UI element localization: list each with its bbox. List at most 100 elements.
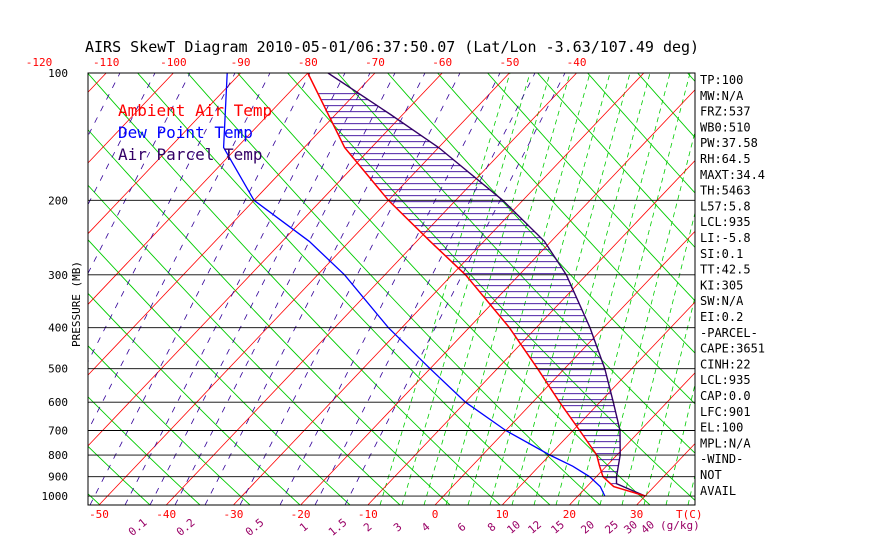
stat-item: FRZ:537 (700, 105, 751, 119)
stat-item: LCL:935 (700, 215, 751, 229)
pressure-tick-label: 800 (48, 449, 68, 462)
dry-adiabat (337, 73, 695, 454)
moist-adiabat (467, 73, 591, 505)
dry-adiabat (287, 73, 695, 501)
legend-entry: Dew Point Temp (118, 123, 253, 142)
moist-adiabat (533, 73, 651, 505)
stat-item: PW:37.58 (700, 136, 758, 150)
stat-item: -PARCEL- (700, 326, 758, 340)
dry-adiabat (88, 345, 251, 505)
dry-adiabat (437, 73, 695, 354)
isotherm (300, 89, 695, 505)
bottom-temp-label: -50 (89, 508, 109, 521)
moist-adiabat (401, 73, 531, 505)
stat-item: AVAIL (700, 484, 736, 498)
isotherm (838, 73, 870, 505)
dry-adiabat (820, 53, 870, 505)
mixing-ratio-line (0, 73, 75, 505)
stat-item: CAPE:3651 (700, 342, 765, 356)
isotherm (98, 73, 510, 505)
isotherm (434, 230, 695, 505)
top-temp-label: -100 (160, 56, 187, 69)
temp-unit-label: T(C) (676, 508, 703, 521)
bottom-temp-label: -40 (156, 508, 176, 521)
mixing-ratio-label: 0.2 (174, 516, 198, 539)
isotherm (88, 73, 309, 305)
stat-item: LCL:935 (700, 373, 751, 387)
mixing-ratio-label: 12 (525, 518, 544, 536)
dry-adiabat (187, 73, 601, 505)
mixing-ratio-label: 25 (602, 518, 621, 536)
stat-item: KI:305 (700, 278, 743, 292)
moist-adiabat (665, 382, 695, 505)
parcel-temp-line (327, 73, 646, 497)
isotherm (88, 73, 107, 93)
mixing-ratio-line (89, 73, 311, 505)
moist-adiabat (489, 73, 611, 505)
isotherm (771, 73, 870, 505)
dry-adiabat (637, 73, 695, 139)
y-axis-label: PRESSURE (MB) (70, 261, 83, 347)
stat-item: NOT (700, 468, 722, 482)
isotherm (0, 73, 39, 505)
dry-adiabat (387, 73, 695, 405)
dry-adiabat (88, 445, 151, 505)
top-temp-label: -80 (298, 56, 318, 69)
bottom-temp-label: 10 (496, 508, 509, 521)
moist-adiabat (599, 130, 695, 505)
stat-item: EI:0.2 (700, 310, 743, 324)
dry-adiabat (88, 239, 351, 505)
mixing-ratio-label: 8 (485, 520, 498, 534)
stat-item: SW:N/A (700, 294, 744, 308)
dry-adiabat (587, 73, 695, 194)
pressure-tick-label: 200 (48, 194, 68, 207)
stat-item: LI:-5.8 (700, 231, 751, 245)
plot-lines (0, 53, 870, 505)
mixing-ratio-line (124, 73, 346, 505)
mixing-ratio-line (88, 73, 156, 206)
legend-entry: Air Parcel Temp (118, 145, 263, 164)
moist-adiabat (423, 73, 551, 505)
stat-item: MW:N/A (700, 89, 744, 103)
isotherm (165, 73, 577, 505)
plot-frame (87, 72, 696, 506)
dry-adiabat (88, 73, 501, 505)
stat-item: RH:64.5 (700, 152, 751, 166)
mixing-ratio-line (0, 73, 20, 505)
bottom-temp-label: 20 (563, 508, 576, 521)
pressure-tick-label: 700 (48, 425, 68, 438)
bottom-temp-label: -10 (358, 508, 378, 521)
mixing-ratio-line (88, 73, 121, 137)
mixing-ratio-label: 0.5 (243, 516, 267, 539)
stat-item: SI:0.1 (700, 247, 743, 261)
moist-adiabat (643, 295, 695, 505)
stat-item: -WIND- (700, 452, 743, 466)
stat-item: CAP:0.0 (700, 389, 751, 403)
mixing-ratio-line (88, 73, 236, 363)
dry-adiabat (137, 73, 551, 505)
pressure-tick-label: 900 (48, 471, 68, 484)
mixing-ratio-line (314, 73, 536, 505)
stat-item: CINH:22 (700, 357, 751, 371)
dry-adiabat (88, 184, 401, 505)
moist-adiabat (577, 73, 691, 505)
dry-adiabat (487, 73, 695, 302)
top-temp-label: -120 (26, 56, 53, 69)
isotherm (88, 73, 443, 447)
mixing-ratio-label: 1 (297, 520, 310, 534)
chart-title: AIRS SkewT Diagram 2010-05-01/06:37:50.0… (85, 38, 699, 56)
dry-adiabat (88, 129, 451, 505)
cape-hatching (318, 93, 621, 485)
moist-adiabat (379, 73, 511, 505)
top-temp-label: -90 (231, 56, 251, 69)
bottom-temp-label: -30 (223, 508, 243, 521)
stat-item: WB0:510 (700, 120, 751, 134)
bottom-temp-label: 0 (432, 508, 439, 521)
mixing-ratio-line (149, 73, 371, 505)
dry-adiabat (537, 73, 695, 249)
mixing-ratio-line (88, 73, 191, 275)
plot-area (0, 53, 870, 506)
stat-item: MPL:N/A (700, 436, 751, 450)
moist-adiabat (511, 73, 631, 505)
